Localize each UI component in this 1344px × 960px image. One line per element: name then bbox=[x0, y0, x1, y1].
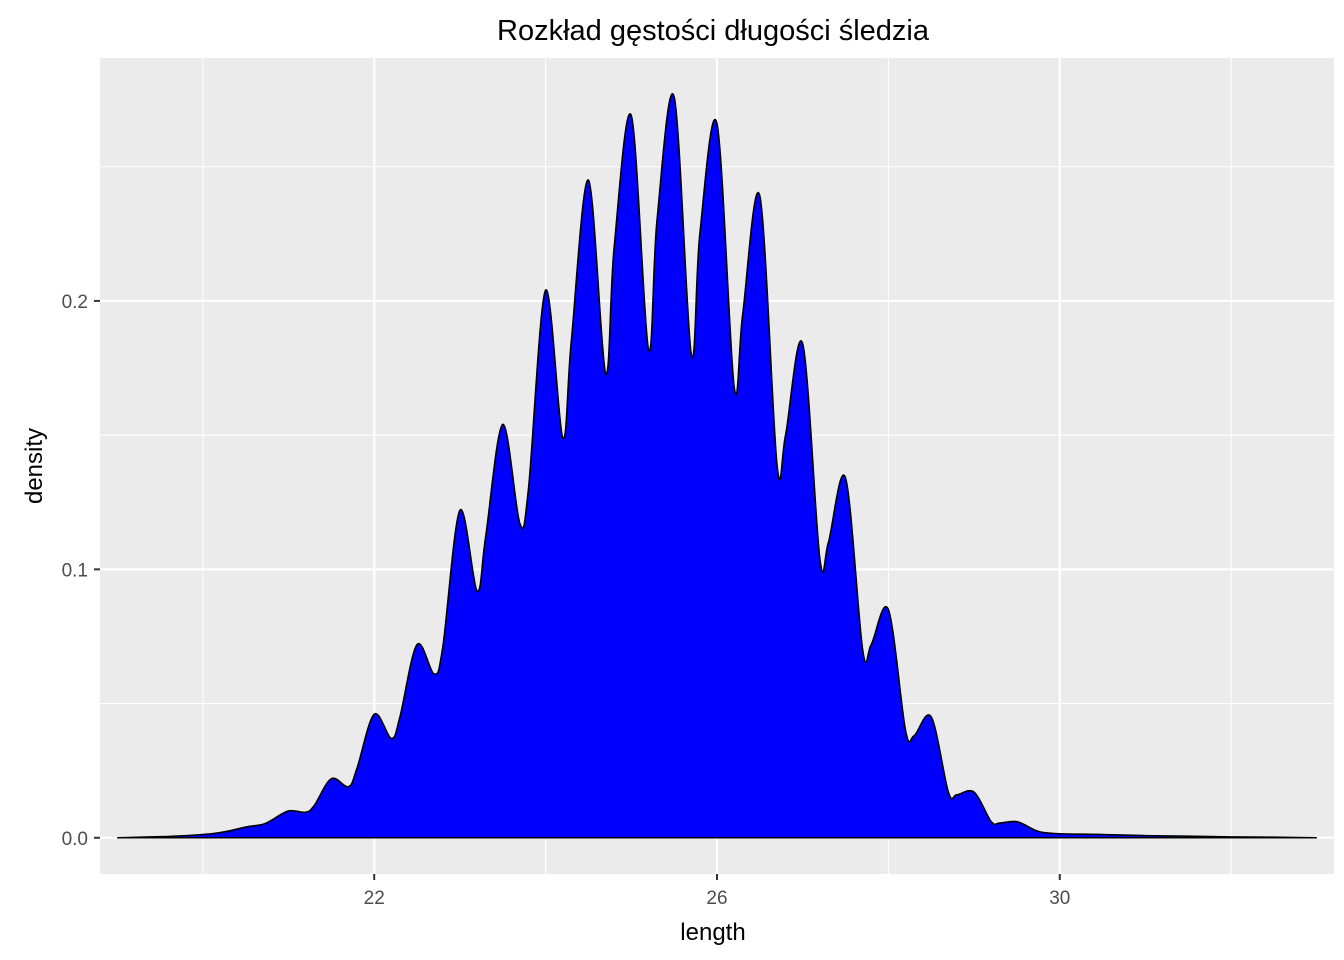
x-axis-ticks: 22 26 30 bbox=[364, 874, 1070, 909]
y-tick-label: 0.1 bbox=[62, 560, 88, 581]
x-tick-label: 22 bbox=[364, 888, 385, 909]
y-axis-ticks: 0.0 0.1 0.2 bbox=[62, 292, 100, 850]
y-axis-label: density bbox=[21, 428, 48, 504]
density-curve bbox=[117, 93, 1317, 839]
x-axis-label: length bbox=[680, 919, 745, 946]
y-tick-label: 0.2 bbox=[62, 292, 88, 313]
density-area bbox=[117, 93, 1317, 838]
x-tick-label: 26 bbox=[706, 888, 727, 909]
x-tick-label: 30 bbox=[1049, 888, 1070, 909]
chart-title: Rozkład gęstości długości śledzia bbox=[497, 15, 930, 47]
y-tick-label: 0.0 bbox=[62, 829, 88, 850]
